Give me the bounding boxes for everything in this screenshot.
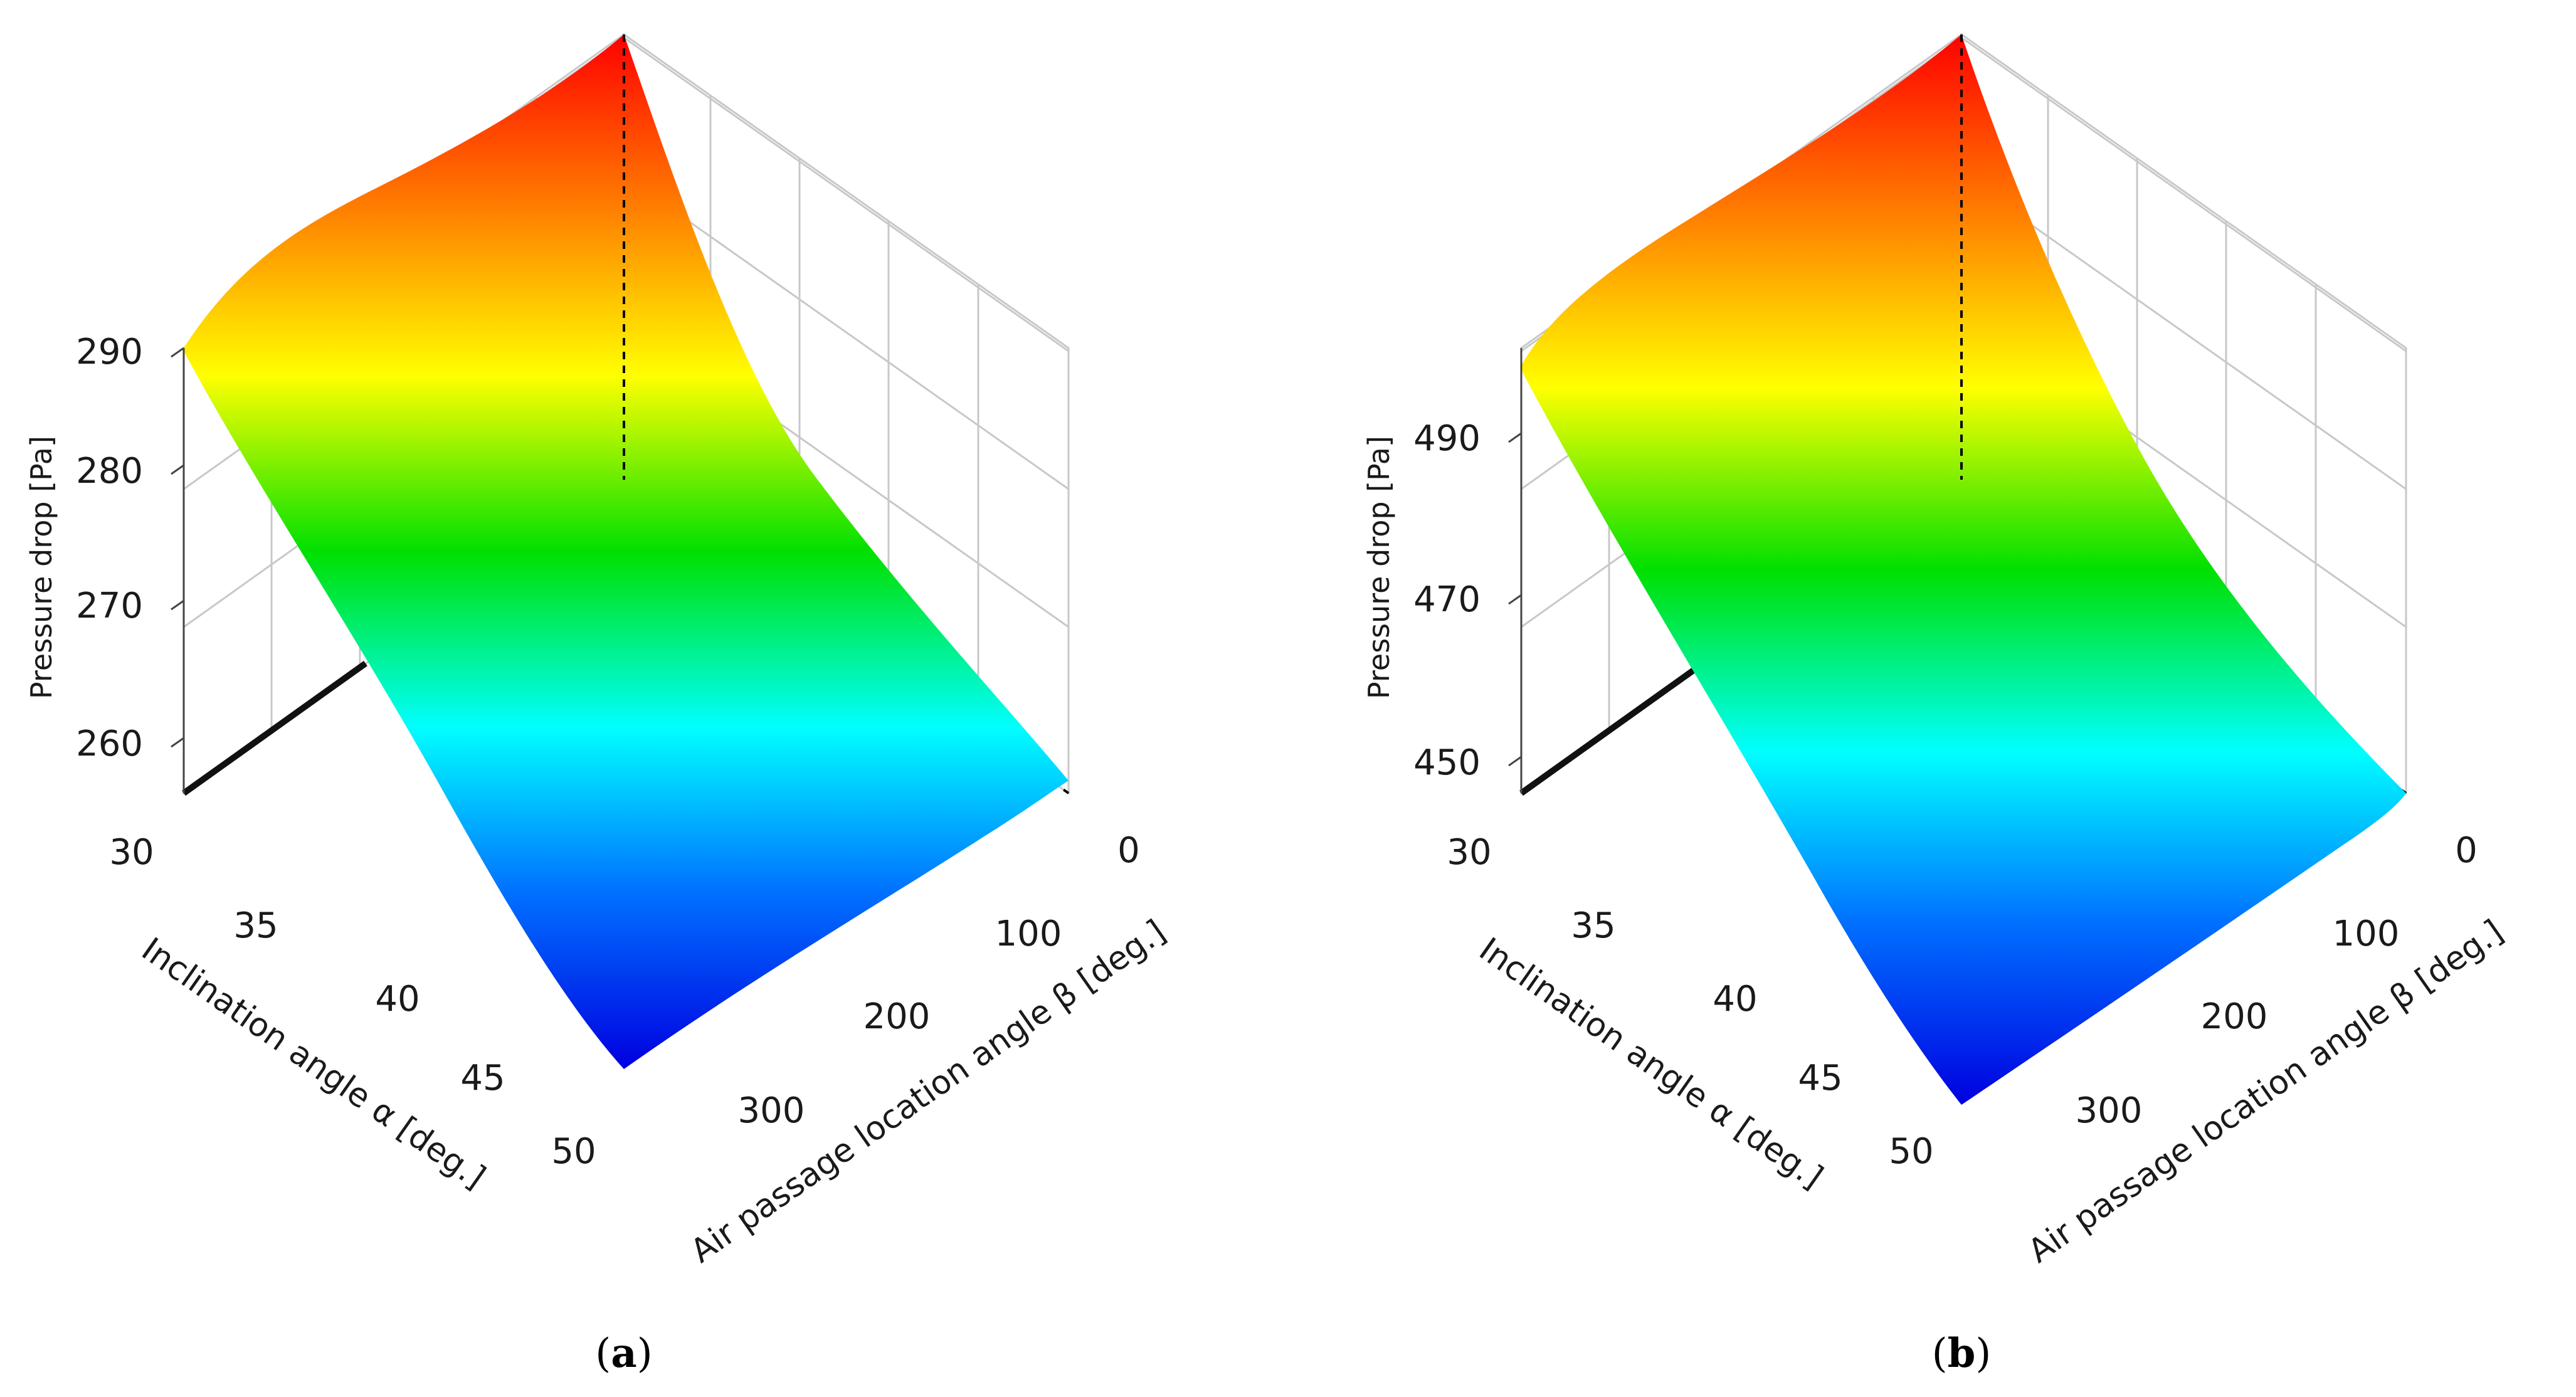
front-axis-line [182,660,367,796]
x-axis-title-a: Inclination angle α [deg.] [135,930,492,1196]
z-axis [171,347,185,793]
x-axis-title-b: Inclination angle α [deg.] [1472,930,1830,1196]
panel-label-b: (b) [1932,1330,1992,1377]
y-tick-a-0: 0 [1117,830,1140,871]
z-tick-a-260: 260 [76,724,143,764]
surface [184,34,1069,1069]
z-tick-a-270: 270 [76,586,143,626]
surface-b [1521,34,2406,1105]
x-tick-a-40: 40 [375,979,420,1020]
y-tick-b-100: 100 [2333,914,2400,954]
x-tick-a-50: 50 [551,1131,596,1172]
z-tick-b-490: 490 [1413,418,1481,459]
y-tick-b-200: 200 [2201,996,2268,1037]
x-tick-b-50: 50 [1889,1131,1933,1172]
x-tick-b-40: 40 [1713,979,1757,1020]
x-tick-a-35: 35 [233,905,278,946]
x-tick-a-30: 30 [109,832,154,873]
y-tick-a-200: 200 [863,996,931,1037]
y-tick-b-300: 300 [2076,1090,2143,1131]
z-axis-b [1508,348,1523,793]
x-tick-b-35: 35 [1571,905,1615,946]
y-tick-b-0: 0 [2455,830,2478,871]
panel-label-a: (a) [595,1330,652,1377]
panel-a [171,33,1070,1069]
z-axis-title-a: Pressure drop [Pa] [24,436,58,699]
front-axis-line-b [1519,660,1705,796]
x-tick-b-30: 30 [1447,832,1491,873]
z-tick-a-280: 280 [76,451,143,492]
z-tick-a-290: 290 [76,332,143,372]
panel-b [1508,33,2407,1105]
y-tick-a-300: 300 [738,1090,805,1131]
y-tick-a-100: 100 [995,914,1062,954]
z-axis-title-b: Pressure drop [Pa] [1362,436,1396,699]
z-tick-b-470: 470 [1413,579,1481,620]
x-tick-b-45: 45 [1798,1058,1842,1099]
x-tick-a-45: 45 [460,1058,505,1099]
z-tick-b-450: 450 [1413,742,1481,783]
